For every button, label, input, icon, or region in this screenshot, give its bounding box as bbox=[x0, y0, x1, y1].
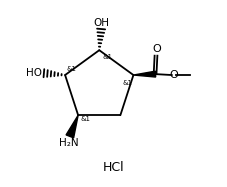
Text: O: O bbox=[152, 44, 161, 54]
Polygon shape bbox=[66, 115, 78, 138]
Text: &1: &1 bbox=[80, 116, 90, 122]
Text: HCl: HCl bbox=[103, 161, 124, 174]
Text: OH: OH bbox=[93, 18, 109, 27]
Text: HO: HO bbox=[26, 68, 42, 78]
Text: H₂N: H₂N bbox=[59, 138, 78, 148]
Text: O: O bbox=[169, 70, 178, 80]
Polygon shape bbox=[133, 71, 155, 77]
Text: &1: &1 bbox=[66, 66, 76, 72]
Text: &1: &1 bbox=[122, 80, 132, 86]
Text: &1: &1 bbox=[102, 54, 112, 60]
